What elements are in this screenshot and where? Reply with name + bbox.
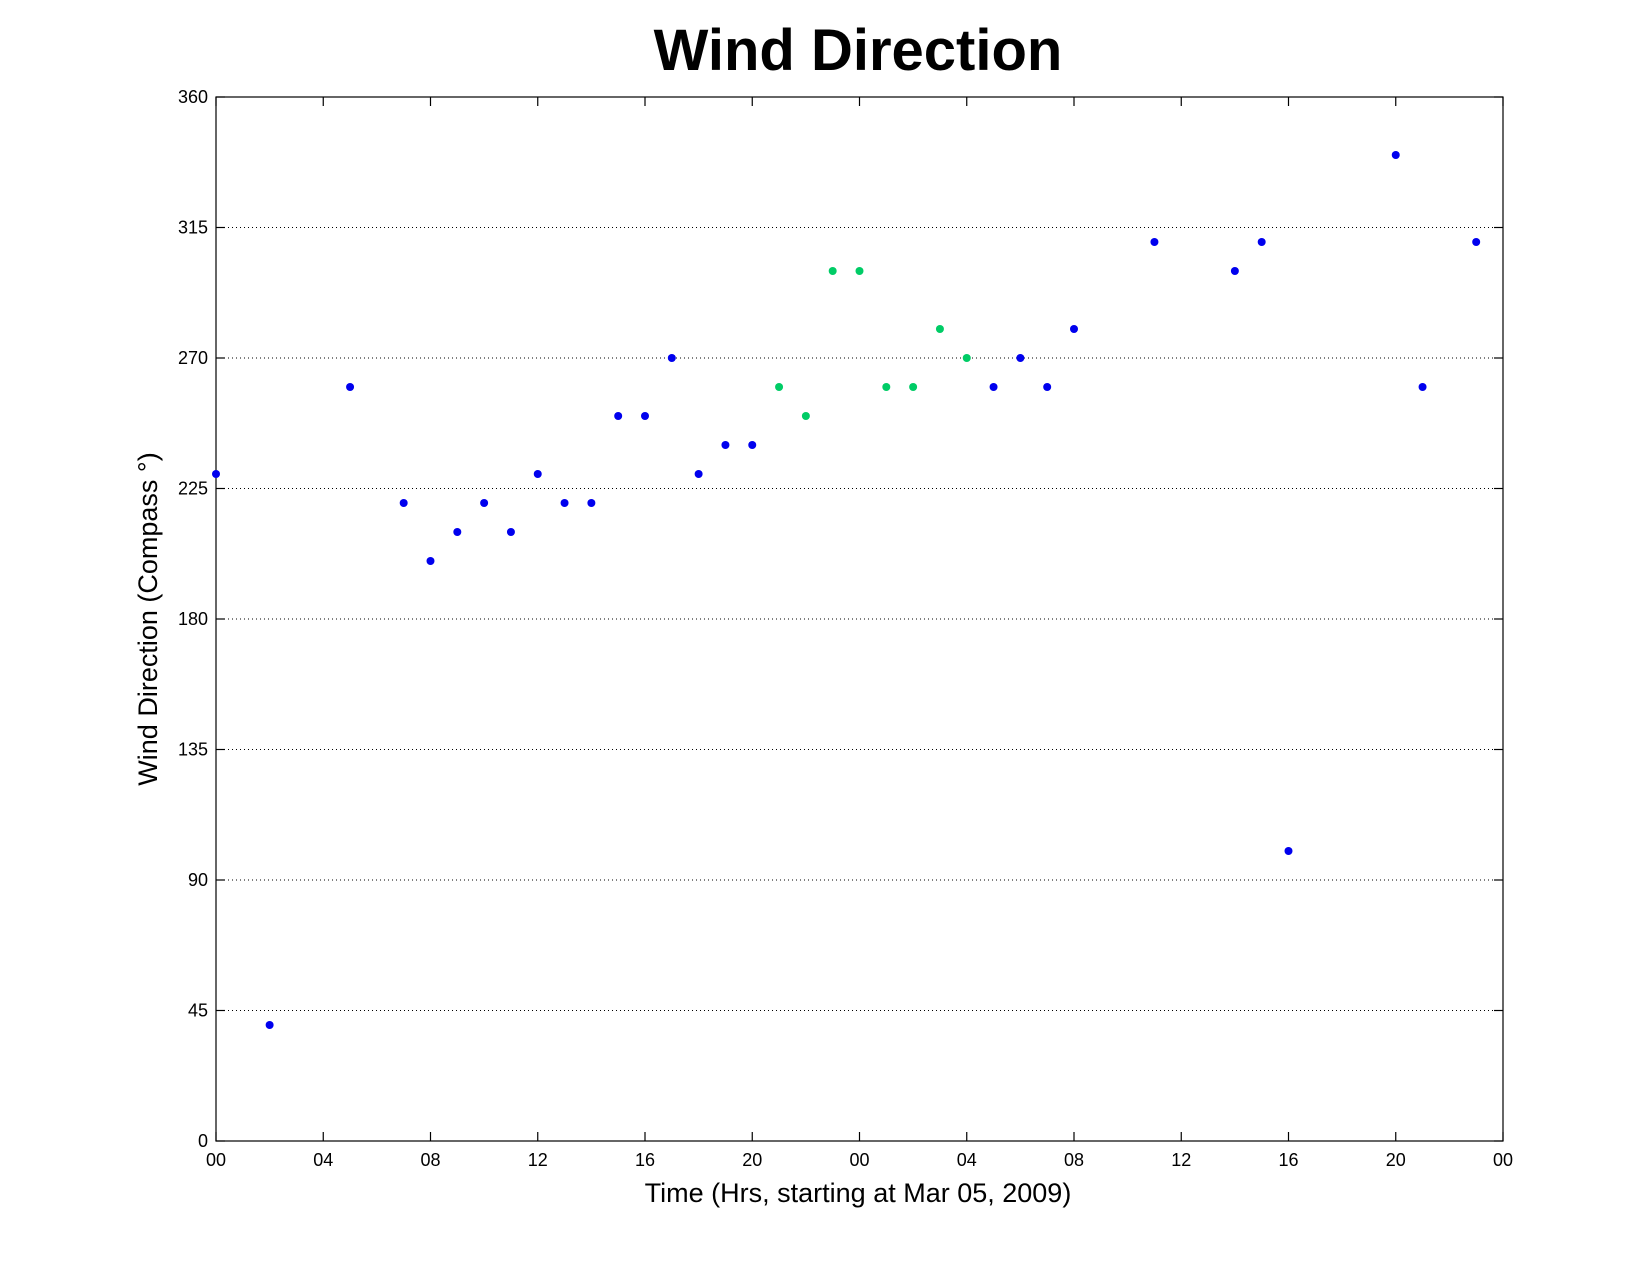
data-point bbox=[962, 354, 971, 362]
data-point bbox=[587, 499, 596, 507]
data-point bbox=[1230, 267, 1239, 275]
data-point bbox=[694, 470, 703, 478]
x-tick-label: 16 bbox=[635, 1150, 655, 1170]
chart-title: Wind Direction bbox=[654, 18, 1063, 83]
x-axis-label: Time (Hrs, starting at Mar 05, 2009) bbox=[645, 1178, 1072, 1208]
data-point bbox=[1284, 847, 1293, 855]
x-tick-label: 00 bbox=[849, 1150, 869, 1170]
data-point bbox=[909, 383, 918, 391]
data-point bbox=[748, 441, 757, 449]
x-tick-label: 08 bbox=[420, 1150, 440, 1170]
y-tick-label: 360 bbox=[178, 87, 208, 107]
data-point bbox=[453, 528, 462, 536]
data-point bbox=[1472, 238, 1481, 246]
data-point bbox=[426, 557, 435, 565]
x-tick-label: 12 bbox=[1171, 1150, 1191, 1170]
data-point bbox=[935, 325, 944, 333]
data-point bbox=[667, 354, 676, 362]
y-tick-label: 180 bbox=[178, 609, 208, 629]
data-point bbox=[614, 412, 623, 420]
data-point bbox=[775, 383, 784, 391]
data-point bbox=[882, 383, 891, 391]
data-point bbox=[346, 383, 355, 391]
axis-ticks: 0 45 90 135 180 225 270 315 360 00 04 08 12 16 20 00 04 0… bbox=[178, 87, 1513, 1170]
data-point bbox=[1418, 383, 1427, 391]
data-point bbox=[265, 1021, 274, 1029]
data-point bbox=[1391, 151, 1400, 159]
data-point bbox=[1150, 238, 1159, 246]
x-tick-label: 12 bbox=[528, 1150, 548, 1170]
y-tick-label: 0 bbox=[198, 1131, 208, 1151]
data-point bbox=[641, 412, 649, 420]
data-point bbox=[828, 267, 837, 275]
data-point bbox=[533, 470, 542, 478]
x-tick-label: 20 bbox=[1386, 1150, 1406, 1170]
x-tick-label: 00 bbox=[206, 1150, 226, 1170]
x-tick-label: 20 bbox=[742, 1150, 762, 1170]
y-tick-label: 90 bbox=[188, 870, 208, 890]
grid-lines bbox=[216, 227, 1503, 1011]
x-tick-label: 08 bbox=[1064, 1150, 1084, 1170]
data-point bbox=[801, 412, 810, 420]
x-tick-label: 16 bbox=[1278, 1150, 1298, 1170]
data-point bbox=[1257, 238, 1266, 246]
x-tick-label: 00 bbox=[1493, 1150, 1513, 1170]
data-point bbox=[480, 499, 489, 507]
y-axis-label: Wind Direction (Compass °) bbox=[133, 452, 163, 785]
data-point bbox=[855, 267, 864, 275]
y-tick-label: 270 bbox=[178, 348, 208, 368]
x-tick-label: 04 bbox=[957, 1150, 977, 1170]
data-point bbox=[1043, 383, 1052, 391]
data-point bbox=[560, 499, 569, 507]
data-point bbox=[721, 441, 730, 449]
data-point bbox=[399, 499, 408, 507]
data-point bbox=[212, 470, 220, 478]
y-tick-label: 225 bbox=[178, 479, 208, 499]
data-points bbox=[212, 151, 1481, 1029]
data-point bbox=[506, 528, 515, 536]
y-tick-label: 45 bbox=[188, 1001, 208, 1021]
data-point bbox=[1016, 354, 1025, 362]
y-tick-label: 135 bbox=[178, 740, 208, 760]
y-tick-label: 315 bbox=[178, 218, 208, 238]
data-point bbox=[1070, 325, 1078, 333]
plot-frame bbox=[215, 96, 1504, 1142]
x-tick-label: 04 bbox=[313, 1150, 333, 1170]
data-point bbox=[989, 383, 998, 391]
